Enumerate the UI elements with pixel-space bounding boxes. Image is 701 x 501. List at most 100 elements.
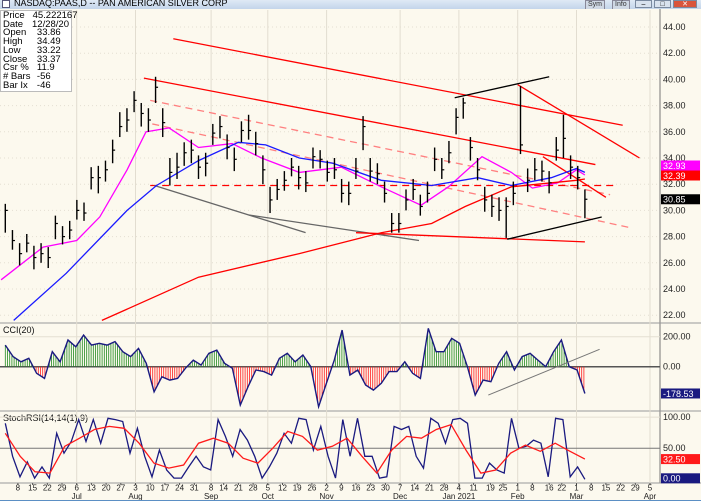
price-bar xyxy=(526,168,531,193)
month-label: Oct xyxy=(262,492,275,501)
stochrsi-signal-last-value-bg xyxy=(661,454,700,465)
date-tick-label: 4 xyxy=(457,484,462,493)
info-key: Price xyxy=(3,10,25,21)
price-bar xyxy=(204,152,209,177)
info-panel: Price 45.222167 Date 12/28/20 Open 33.86… xyxy=(0,10,78,93)
price-bar xyxy=(512,181,516,206)
info-value: 45.222167 xyxy=(32,10,78,21)
price-bar xyxy=(262,155,266,185)
close-icon[interactable]: ✕ xyxy=(673,0,697,8)
info-value: 33.86 xyxy=(36,27,61,39)
price-bar xyxy=(219,116,223,139)
info-key: Bar Ix xyxy=(3,79,28,91)
date-tick-label: 7 xyxy=(398,484,403,493)
price-bar xyxy=(126,108,130,132)
price-tick-label: 26.00 xyxy=(663,258,686,268)
price-bar xyxy=(133,91,137,113)
trendline xyxy=(248,214,420,242)
info-value: -46 xyxy=(36,79,51,91)
month-label: Nov xyxy=(319,492,333,501)
cci-tick-label: 200.00 xyxy=(663,332,691,342)
price-bar xyxy=(305,171,309,193)
price-bar xyxy=(584,189,588,219)
price-bar xyxy=(54,215,58,240)
price-bar xyxy=(462,97,466,119)
date-tick-label: 29 xyxy=(58,484,67,493)
price-bar xyxy=(441,158,445,179)
price-bar xyxy=(212,123,216,145)
stochrsi-last-value-bg xyxy=(661,473,700,484)
date-tick-label: 15 xyxy=(28,484,37,493)
price-tick-label: 24.00 xyxy=(663,284,686,294)
info-value: 33.22 xyxy=(36,44,61,56)
info-row-high: High 34.49 xyxy=(3,36,69,48)
maximize-icon[interactable]: □ xyxy=(654,0,671,8)
price-bar xyxy=(283,171,287,191)
info-key: Csr % xyxy=(3,62,29,74)
price-bar xyxy=(111,139,116,164)
price-bar xyxy=(369,158,373,182)
price-bar xyxy=(319,150,323,169)
info-row-price: Price 45.222167 xyxy=(3,10,78,21)
price-bar xyxy=(534,158,538,181)
last-price-badge-bg xyxy=(661,194,700,205)
date-tick-label: 21 xyxy=(234,484,243,493)
price-bar xyxy=(26,233,30,253)
minimize-icon[interactable]: – xyxy=(635,0,652,8)
info-key: # Bars xyxy=(3,70,31,82)
trendline xyxy=(154,184,306,234)
month-label: Jan 2021 xyxy=(442,492,475,501)
month-label: Aug xyxy=(128,492,142,501)
date-tick-label: 20 xyxy=(102,484,111,493)
cci-last-value-bg xyxy=(661,388,700,399)
price-tick-label: 30.00 xyxy=(663,205,686,215)
ma-slow-last-value-bg xyxy=(661,170,700,181)
price-bar xyxy=(233,147,237,172)
date-tick-label: 31 xyxy=(190,484,199,493)
price-bar xyxy=(147,108,151,132)
price-bar xyxy=(297,165,302,190)
date-tick-label: 23 xyxy=(366,484,375,493)
cci-tick-label: 0.00 xyxy=(663,362,681,372)
info-key: Open xyxy=(3,27,27,39)
price-bar xyxy=(505,197,509,238)
price-bar xyxy=(18,243,23,266)
date-tick-label: 22 xyxy=(557,484,566,493)
trendline xyxy=(517,84,640,159)
price-bar xyxy=(247,114,252,140)
price-bar xyxy=(276,178,280,200)
price-bar xyxy=(555,137,559,161)
ma-fast-last-value: 32.93 xyxy=(663,161,686,171)
price-bar xyxy=(491,194,495,217)
date-tick-label: 3 xyxy=(133,484,138,493)
price-tick-label: 38.00 xyxy=(663,101,686,111)
date-tick-label: 26 xyxy=(307,484,316,493)
price-bar xyxy=(469,137,473,161)
price-bar xyxy=(362,116,366,151)
info-key: High xyxy=(3,36,23,48)
date-tick-label: 9 xyxy=(339,484,344,493)
date-tick-label: 15 xyxy=(601,484,610,493)
stochrsi-signal-line xyxy=(4,423,586,475)
date-tick-label: 13 xyxy=(87,484,96,493)
month-label: Sep xyxy=(204,492,219,501)
month-label: Dec xyxy=(393,492,407,501)
price-bar xyxy=(76,199,80,220)
price-bar xyxy=(376,163,380,185)
price-tick-label: 40.00 xyxy=(663,74,686,84)
price-bar xyxy=(326,160,330,182)
price-tick-label: 28.00 xyxy=(663,232,686,242)
window-title: NASDAQ:PAAS,D -- PAN AMERICAN SILVER COR… xyxy=(14,0,228,8)
price-bar xyxy=(433,147,438,172)
price-bar xyxy=(348,181,352,206)
price-tick-label: 36.00 xyxy=(663,127,686,137)
date-tick-label: 24 xyxy=(175,484,184,493)
trendline xyxy=(173,38,623,126)
cci-panel-title: CCI(20) xyxy=(3,325,35,335)
price-bar xyxy=(312,147,316,169)
price-bar xyxy=(190,139,194,164)
price-bar xyxy=(33,245,37,270)
price-bar xyxy=(412,178,416,200)
app-icon xyxy=(2,0,10,8)
